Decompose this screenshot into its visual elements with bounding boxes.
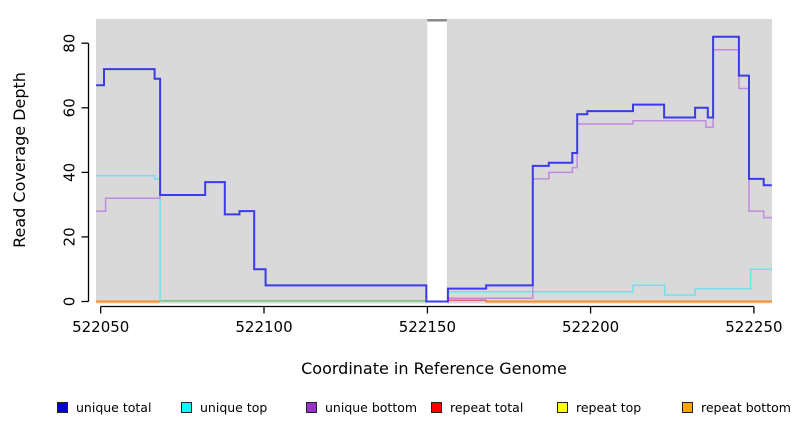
legend-item-repeat-top: repeat top: [557, 398, 641, 416]
x-axis: [100, 305, 755, 314]
legend-item-unique-total: unique total: [57, 398, 151, 416]
legend-label: unique bottom: [325, 399, 418, 415]
x-tick-label: 522050: [72, 318, 129, 336]
x-tick-label: 522100: [235, 318, 292, 336]
series-layer: [96, 35, 772, 303]
legend-label: repeat bottom: [701, 399, 791, 415]
y-tick-label: 80: [61, 34, 79, 53]
repeat-top-swatch-icon: [557, 401, 568, 413]
legend-item-repeat-bottom: repeat bottom: [682, 398, 791, 416]
unique-bottom-swatch-icon: [306, 401, 317, 413]
y-axis: [81, 42, 90, 303]
x-axis-title: Coordinate in Reference Genome: [301, 359, 567, 378]
repeat-bottom-swatch-icon: [682, 401, 693, 413]
y-tick-label: 40: [61, 163, 79, 182]
chart-canvas: 0 20 40 60 80 522050 522100 522150 52220…: [10, 19, 783, 378]
repeat-total-swatch-icon: [431, 401, 442, 413]
legend-label: unique total: [76, 399, 152, 415]
unique-top-swatch-icon: [181, 401, 192, 413]
chart-legend: unique total unique top unique bottom re…: [0, 398, 792, 420]
x-tick-label: 522150: [399, 318, 456, 336]
x-tick-label: 522250: [725, 318, 782, 336]
coverage-gap-cap: [427, 19, 447, 22]
series-unique-total: [96, 35, 772, 303]
legend-item-repeat-total: repeat total: [431, 398, 523, 416]
legend-item-unique-bottom: unique bottom: [306, 398, 417, 416]
y-tick-label: 0: [61, 297, 79, 307]
legend-label: repeat total: [450, 399, 524, 415]
legend-label: unique top: [200, 399, 268, 415]
coverage-gap-band: [427, 21, 447, 304]
legend-label: repeat top: [576, 399, 642, 415]
x-tick-labels: 522050 522100 522150 522200 522250: [72, 318, 782, 336]
y-tick-labels: 0 20 40 60 80: [61, 34, 79, 307]
y-axis-title: Read Coverage Depth: [10, 72, 29, 248]
x-tick-label: 522200: [562, 318, 619, 336]
unique-total-swatch-icon: [57, 401, 68, 413]
series-unique-top: [447, 268, 772, 296]
y-tick-label: 60: [61, 98, 79, 117]
legend-item-unique-top: unique top: [181, 398, 267, 416]
y-tick-label: 20: [61, 227, 79, 246]
series-unique-top: [96, 174, 161, 302]
